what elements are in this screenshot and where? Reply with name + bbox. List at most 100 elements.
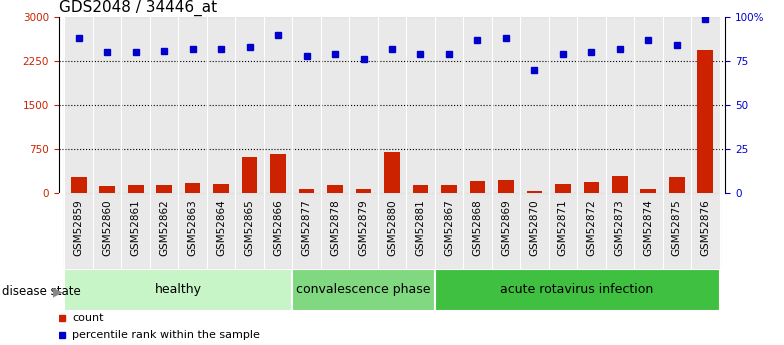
Text: percentile rank within the sample: percentile rank within the sample bbox=[72, 331, 260, 340]
Text: GSM52866: GSM52866 bbox=[273, 199, 283, 256]
Bar bbox=[662, 17, 691, 193]
Bar bbox=[549, 17, 577, 193]
Bar bbox=[605, 17, 634, 193]
Bar bbox=[64, 269, 292, 310]
Bar bbox=[527, 191, 543, 193]
Text: GSM52872: GSM52872 bbox=[586, 199, 597, 256]
Bar bbox=[583, 183, 599, 193]
Bar bbox=[292, 193, 321, 269]
Bar bbox=[498, 180, 514, 193]
Text: acute rotavirus infection: acute rotavirus infection bbox=[500, 283, 654, 296]
Bar bbox=[207, 17, 235, 193]
Text: GSM52868: GSM52868 bbox=[473, 199, 482, 256]
Text: healthy: healthy bbox=[155, 283, 202, 296]
Bar bbox=[207, 193, 235, 269]
Text: convalescence phase: convalescence phase bbox=[296, 283, 430, 296]
Bar bbox=[612, 176, 628, 193]
Bar bbox=[350, 193, 378, 269]
Bar bbox=[463, 17, 492, 193]
Bar bbox=[691, 193, 720, 269]
Bar bbox=[321, 193, 350, 269]
Bar bbox=[470, 181, 485, 193]
Bar bbox=[406, 17, 434, 193]
Text: GSM52876: GSM52876 bbox=[700, 199, 710, 256]
Bar bbox=[292, 269, 434, 310]
Bar bbox=[270, 154, 286, 193]
Bar bbox=[605, 193, 634, 269]
Bar bbox=[213, 184, 229, 193]
Bar bbox=[434, 17, 463, 193]
Bar bbox=[179, 17, 207, 193]
Bar bbox=[321, 17, 350, 193]
Text: disease state: disease state bbox=[2, 285, 80, 298]
Text: GSM52867: GSM52867 bbox=[444, 199, 454, 256]
Text: GSM52880: GSM52880 bbox=[387, 199, 397, 256]
Bar bbox=[406, 193, 434, 269]
Text: GSM52859: GSM52859 bbox=[74, 199, 84, 256]
Bar bbox=[434, 269, 720, 310]
Bar bbox=[384, 151, 400, 193]
Bar bbox=[327, 185, 343, 193]
Bar bbox=[241, 157, 257, 193]
Text: GSM52860: GSM52860 bbox=[102, 199, 112, 256]
Bar bbox=[122, 193, 150, 269]
Text: GSM52864: GSM52864 bbox=[216, 199, 226, 256]
Text: GDS2048 / 34446_at: GDS2048 / 34446_at bbox=[59, 0, 217, 16]
Bar bbox=[412, 185, 428, 193]
Bar bbox=[71, 177, 86, 193]
Bar bbox=[555, 184, 571, 193]
Text: GSM52870: GSM52870 bbox=[529, 199, 539, 256]
Text: GSM52874: GSM52874 bbox=[644, 199, 653, 256]
Bar bbox=[264, 17, 292, 193]
Bar bbox=[235, 17, 264, 193]
Text: count: count bbox=[72, 313, 103, 323]
Text: GSM52869: GSM52869 bbox=[501, 199, 511, 256]
Text: GSM52881: GSM52881 bbox=[416, 199, 426, 256]
Text: GSM52877: GSM52877 bbox=[302, 199, 311, 256]
Bar bbox=[122, 17, 150, 193]
Bar bbox=[520, 17, 549, 193]
Bar bbox=[434, 193, 463, 269]
Bar bbox=[577, 17, 605, 193]
Text: GSM52862: GSM52862 bbox=[159, 199, 169, 256]
Text: GSM52861: GSM52861 bbox=[131, 199, 140, 256]
Bar bbox=[299, 188, 314, 193]
Bar bbox=[634, 17, 662, 193]
Bar bbox=[520, 193, 549, 269]
Bar bbox=[492, 193, 520, 269]
Bar bbox=[492, 17, 520, 193]
Bar bbox=[463, 193, 492, 269]
Bar bbox=[378, 193, 406, 269]
Bar bbox=[185, 183, 201, 193]
Bar bbox=[150, 193, 179, 269]
Bar bbox=[93, 17, 122, 193]
Bar bbox=[378, 17, 406, 193]
Bar bbox=[235, 193, 264, 269]
Bar bbox=[641, 189, 656, 193]
Bar bbox=[634, 193, 662, 269]
Bar bbox=[100, 186, 115, 193]
Bar bbox=[264, 193, 292, 269]
Bar bbox=[64, 17, 93, 193]
Bar bbox=[691, 17, 720, 193]
Text: GSM52865: GSM52865 bbox=[245, 199, 255, 256]
Bar bbox=[441, 185, 457, 193]
Text: GSM52878: GSM52878 bbox=[330, 199, 340, 256]
Bar bbox=[698, 49, 713, 193]
Bar bbox=[669, 177, 684, 193]
Bar bbox=[179, 193, 207, 269]
Bar bbox=[662, 193, 691, 269]
Text: GSM52873: GSM52873 bbox=[615, 199, 625, 256]
Bar bbox=[356, 189, 372, 193]
Text: GSM52875: GSM52875 bbox=[672, 199, 682, 256]
Text: GSM52863: GSM52863 bbox=[187, 199, 198, 256]
Text: ▶: ▶ bbox=[53, 285, 62, 298]
Bar bbox=[64, 193, 93, 269]
Bar bbox=[128, 185, 143, 193]
Bar bbox=[292, 17, 321, 193]
Bar bbox=[150, 17, 179, 193]
Bar bbox=[156, 185, 172, 193]
Text: GSM52879: GSM52879 bbox=[358, 199, 368, 256]
Bar bbox=[549, 193, 577, 269]
Text: GSM52871: GSM52871 bbox=[558, 199, 568, 256]
